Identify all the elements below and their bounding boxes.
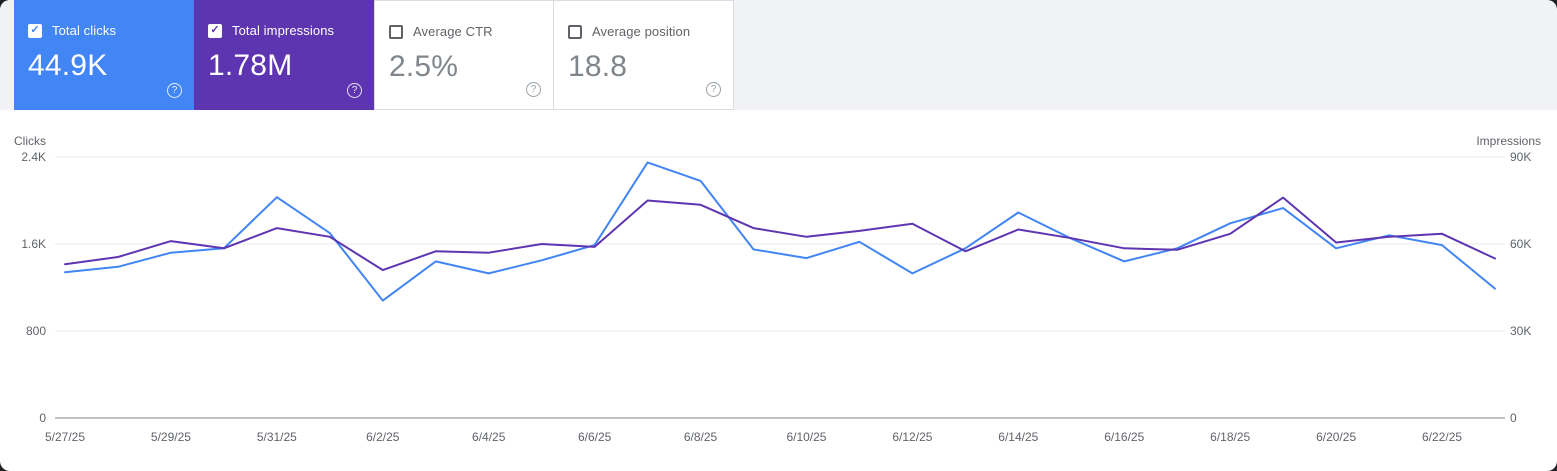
card-value: 18.8 bbox=[568, 50, 628, 83]
checkmark-icon: ✓ bbox=[210, 24, 220, 36]
right-axis-title: Impressions bbox=[1476, 134, 1541, 148]
checkbox-checked-icon[interactable]: ✓ bbox=[208, 23, 222, 38]
metric-card-total-clicks[interactable]: ✓ Total clicks 44.9K ? bbox=[14, 0, 194, 110]
card-label: Total clicks bbox=[52, 23, 117, 38]
checkbox-checked-icon[interactable]: ✓ bbox=[28, 23, 42, 38]
chart-plot-area[interactable] bbox=[55, 157, 1505, 418]
left-axis-title: Clicks bbox=[14, 134, 46, 148]
card-label: Average position bbox=[592, 24, 691, 39]
card-header: Average position bbox=[568, 24, 719, 39]
card-header: ✓ Total clicks bbox=[28, 23, 180, 38]
series-line-impressions bbox=[64, 196, 1496, 272]
metric-card-average-ctr[interactable]: Average CTR 2.5% ? bbox=[374, 0, 554, 110]
checkmark-icon: ✓ bbox=[30, 24, 40, 36]
help-icon[interactable]: ? bbox=[706, 82, 721, 97]
card-value: 2.5% bbox=[389, 50, 459, 83]
card-value: 1.78M bbox=[208, 49, 293, 82]
card-header: ✓ Total impressions bbox=[208, 23, 360, 38]
checkbox-unchecked-icon[interactable] bbox=[568, 24, 582, 39]
help-icon[interactable]: ? bbox=[526, 82, 541, 97]
card-label: Average CTR bbox=[413, 24, 493, 39]
metric-cards: ✓ Total clicks 44.9K ? ✓ Total impressio… bbox=[14, 0, 734, 110]
card-header: Average CTR bbox=[389, 24, 539, 39]
help-icon[interactable]: ? bbox=[167, 83, 182, 98]
card-value: 44.9K bbox=[28, 49, 108, 82]
metric-card-total-impressions[interactable]: ✓ Total impressions 1.78M ? bbox=[194, 0, 374, 110]
checkbox-unchecked-icon[interactable] bbox=[389, 24, 403, 39]
card-label: Total impressions bbox=[232, 23, 335, 38]
metric-card-average-position[interactable]: Average position 18.8 ? bbox=[554, 0, 734, 110]
help-icon[interactable]: ? bbox=[347, 83, 362, 98]
